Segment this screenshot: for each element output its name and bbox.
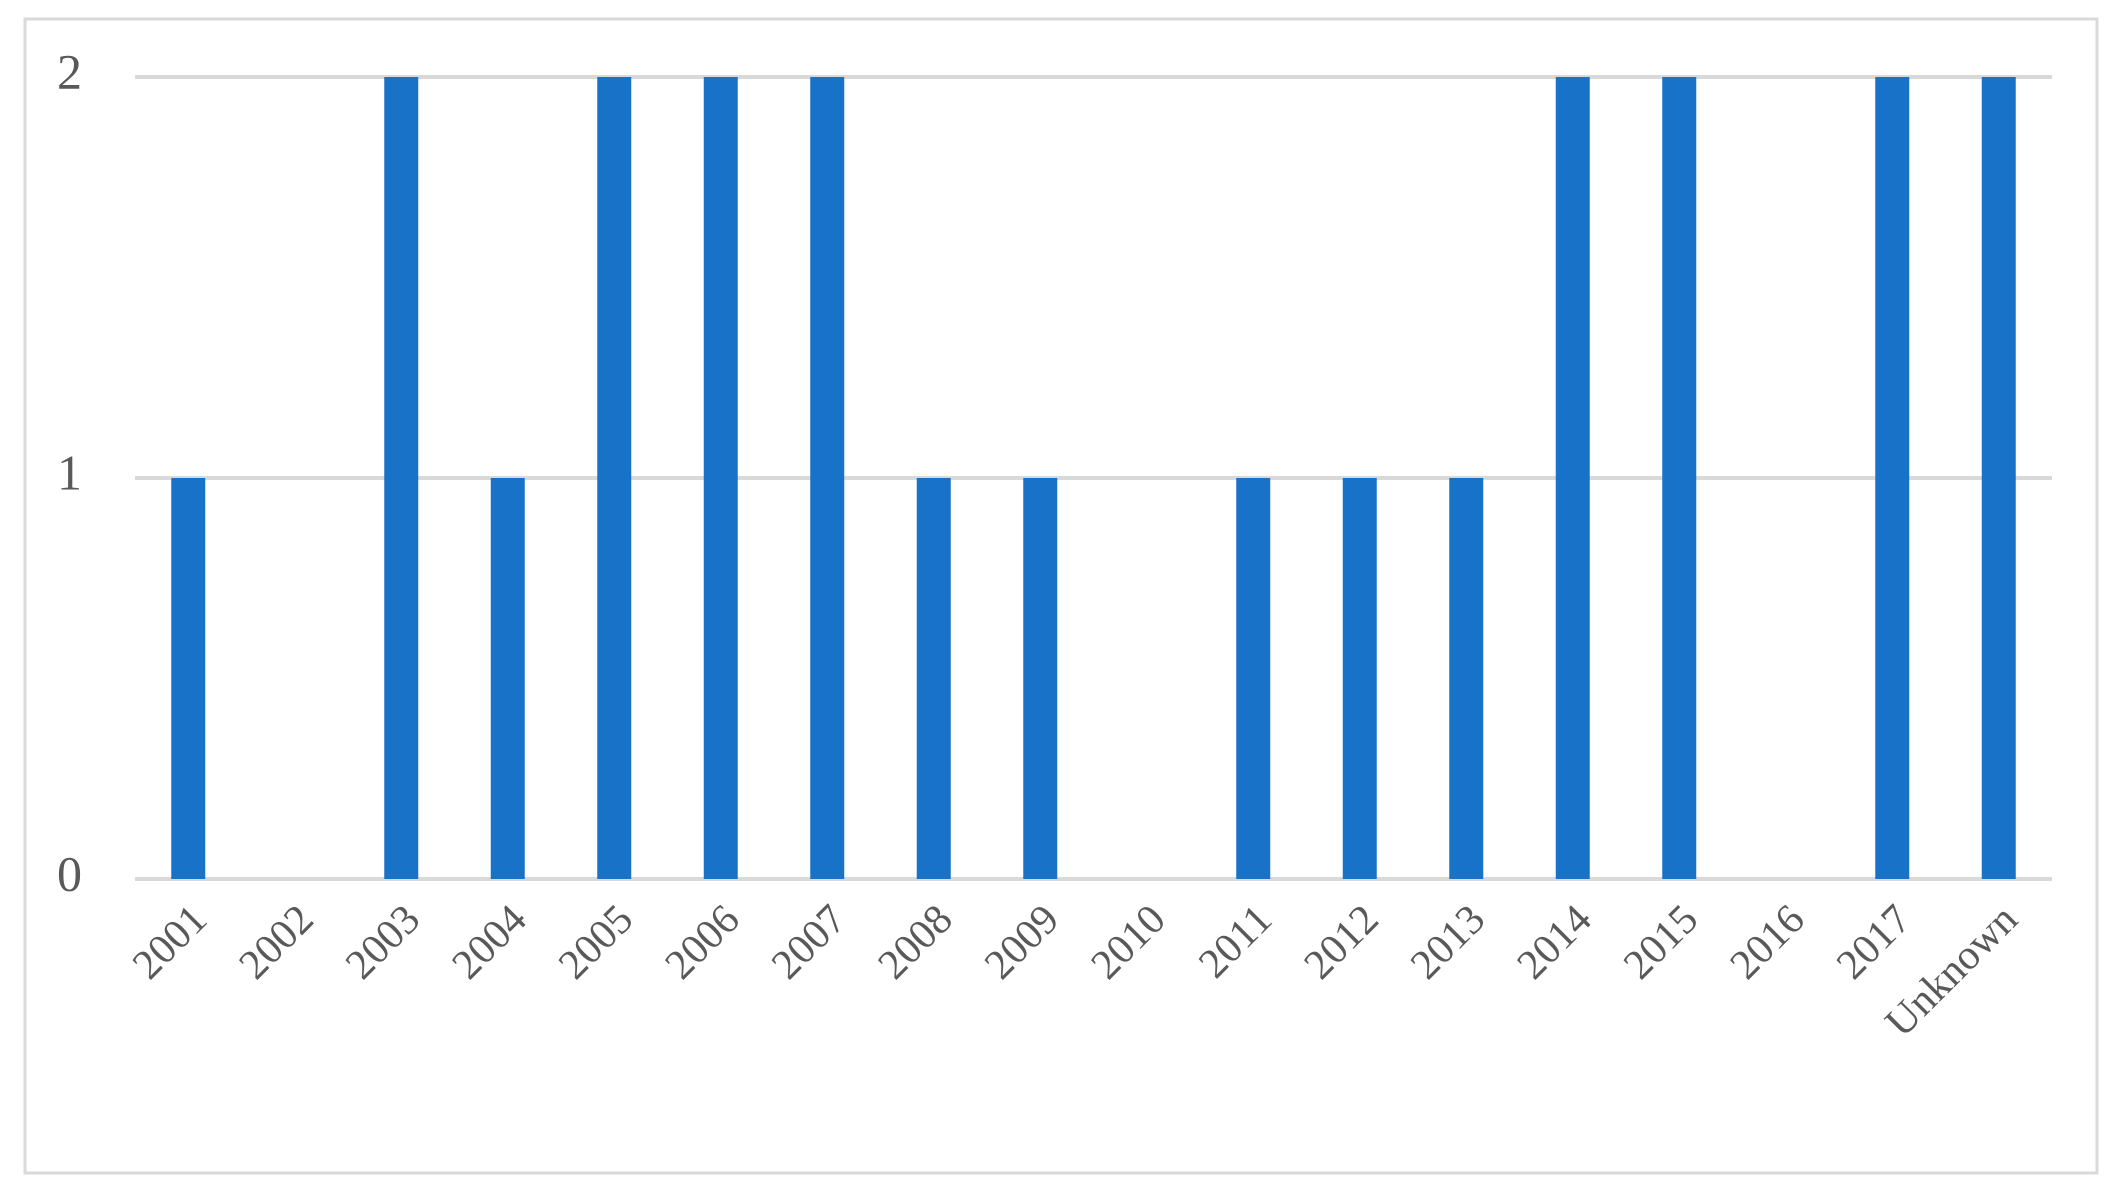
chart-border	[23, 17, 2099, 1175]
bar	[1555, 77, 1590, 879]
y-tick-label: 0	[57, 845, 82, 901]
bar	[1875, 77, 1910, 879]
bar	[810, 77, 845, 879]
bar	[597, 77, 632, 879]
bar	[1662, 77, 1697, 879]
bar	[384, 77, 419, 879]
bar	[1342, 478, 1377, 879]
bar	[1236, 478, 1271, 879]
bar	[916, 478, 951, 879]
bar	[490, 478, 525, 879]
bar	[1449, 478, 1484, 879]
y-tick-label: 1	[57, 444, 82, 500]
bar	[1981, 77, 2016, 879]
y-tick-label: 2	[57, 43, 82, 99]
bar	[171, 478, 206, 879]
bar	[1023, 478, 1058, 879]
bar	[703, 77, 738, 879]
